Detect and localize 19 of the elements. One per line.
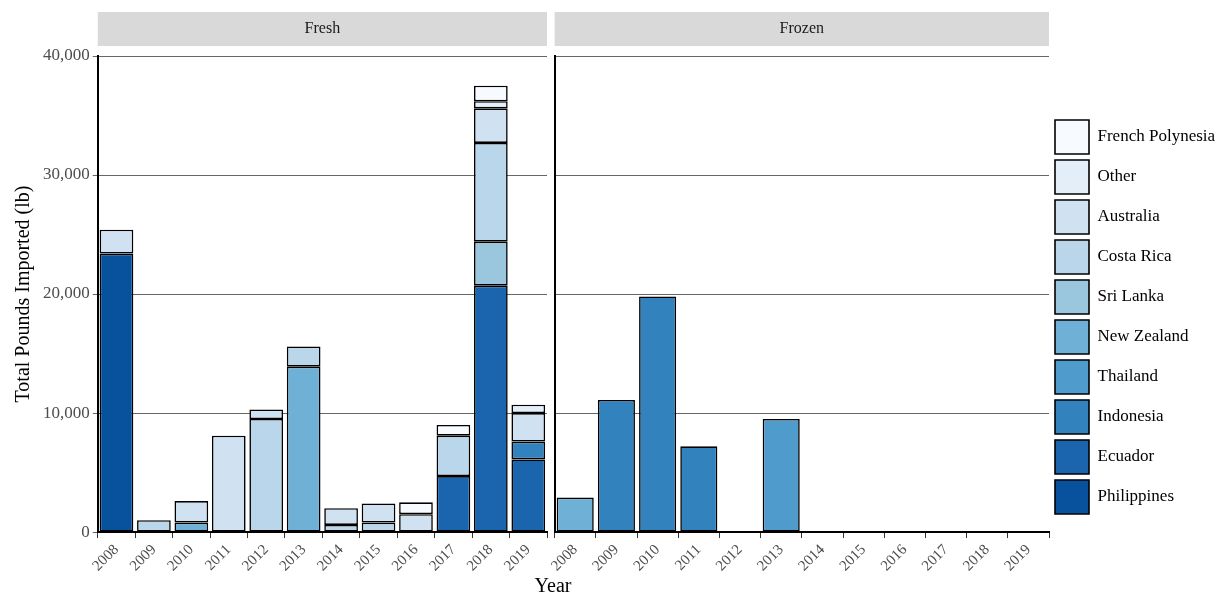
y-tick-label: 30,000 <box>43 164 90 184</box>
legend-label: Thailand <box>1097 366 1159 386</box>
legend-label: Australia <box>1097 206 1161 226</box>
y-axis-title: Total Pounds Imported (lb) <box>11 185 35 403</box>
legend-label: Costa Rica <box>1097 246 1173 266</box>
x-axis-title: Year <box>533 574 573 597</box>
legend-label: Indonesia <box>1097 406 1165 426</box>
legend-label: Other <box>1097 166 1137 186</box>
legend-label: New Zealand <box>1097 326 1190 346</box>
legend-label: Sri Lanka <box>1097 286 1165 306</box>
y-tick-label: 20,000 <box>43 283 90 303</box>
y-tick-label: 10,000 <box>43 402 90 422</box>
legend-label: Ecuador <box>1097 446 1155 466</box>
chart-title: Fresh <box>304 19 341 37</box>
y-tick-label: 0 <box>81 521 90 541</box>
legend-label: Philippines <box>1097 486 1175 506</box>
y-tick-label: 40,000 <box>43 45 90 65</box>
chart-title: Frozen <box>779 19 825 37</box>
legend-label: French Polynesia <box>1097 126 1216 146</box>
